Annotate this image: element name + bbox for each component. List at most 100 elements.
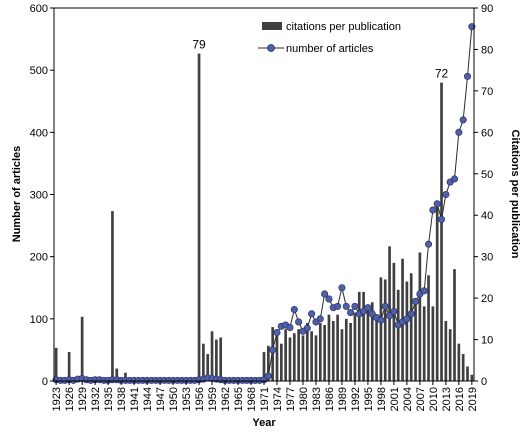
point-articles — [269, 346, 277, 354]
bar-citations — [470, 374, 474, 381]
point-articles — [429, 206, 437, 214]
y-left-tick-label: 0 — [42, 376, 48, 388]
bar-citations — [427, 275, 430, 381]
y-left-tick-label: 600 — [30, 3, 48, 15]
point-articles — [325, 295, 333, 303]
bar-citations — [440, 82, 443, 381]
x-tick-label: 1986 — [324, 387, 336, 411]
bar-citations — [279, 343, 283, 381]
bar-citations — [111, 211, 114, 381]
point-articles — [321, 290, 329, 298]
point-articles — [407, 310, 415, 318]
point-articles — [386, 312, 394, 320]
point-articles — [463, 72, 472, 80]
bar-citations — [344, 318, 348, 381]
bar-citations — [366, 310, 370, 381]
bar-citations — [301, 335, 305, 381]
bar-citations — [370, 302, 374, 381]
x-tick-label: 2013 — [441, 387, 453, 411]
y-left-tick-label: 100 — [30, 314, 48, 326]
bar-citations — [375, 318, 378, 381]
bar-citations — [418, 252, 422, 381]
bar-citations — [340, 329, 344, 381]
bar-citations — [262, 351, 266, 381]
right-axis: 0 10 20 30 40 50 60 70 80 90 — [474, 3, 493, 388]
x-tick-label: 1947 — [155, 387, 167, 411]
y-right-tick-label: 80 — [481, 44, 493, 56]
bar-citations — [362, 291, 365, 381]
point-articles — [364, 304, 372, 312]
x-axis-title: Year — [252, 417, 276, 429]
bar-citations — [409, 273, 413, 381]
bar-citations — [422, 306, 426, 381]
series-line-articles — [56, 26, 473, 381]
bar-citations — [331, 320, 335, 381]
bar-citations — [292, 333, 296, 381]
y-left-tick-label: 200 — [30, 252, 48, 264]
x-tick-label: 1935 — [103, 387, 115, 411]
x-axis: 1923 1926 1929 1932 1935 1938 1941 1944 1947 1950… — [51, 381, 479, 411]
x-tick-label: 1983 — [311, 387, 323, 411]
y-right-tick-label: 70 — [481, 86, 493, 98]
bar-citations — [318, 322, 322, 381]
annotations-layer: 79 72 — [192, 38, 448, 81]
point-articles — [381, 302, 389, 310]
bar-citations — [297, 329, 300, 381]
point-articles — [303, 324, 311, 332]
bar-citations — [210, 331, 214, 381]
bar-citations — [314, 335, 318, 381]
bar-citations — [448, 329, 452, 381]
x-tick-label: 1926 — [64, 387, 76, 411]
bar-citations — [323, 325, 326, 381]
bar-citations — [115, 368, 119, 381]
bar-citations — [219, 337, 223, 381]
y-right-tick-label: 90 — [481, 3, 493, 15]
x-tick-label: 1977 — [285, 387, 297, 411]
y-left-tick-label: 300 — [30, 190, 48, 202]
point-articles — [433, 200, 441, 208]
bar-value-annotation: 72 — [435, 67, 449, 81]
point-articles — [264, 372, 272, 380]
point-articles — [347, 309, 355, 317]
point-articles — [459, 116, 467, 124]
legend-bar-swatch — [262, 22, 282, 30]
point-articles — [424, 240, 433, 248]
point-articles — [468, 23, 476, 31]
bar-citations — [197, 53, 201, 382]
bar-citations — [327, 314, 331, 381]
bar-citations — [54, 347, 58, 381]
bar-citations — [349, 322, 352, 381]
point-articles — [338, 284, 346, 292]
point-articles — [442, 190, 450, 199]
x-tick-label: 1992 — [350, 387, 362, 411]
bar-citations — [288, 337, 292, 381]
bar-citations — [266, 345, 270, 381]
bar-citations — [392, 262, 396, 381]
bar-citations — [215, 339, 218, 381]
bar-citations — [80, 316, 84, 381]
point-articles — [437, 215, 446, 223]
point-articles — [290, 305, 298, 314]
x-tick-label: 2019 — [467, 387, 479, 411]
x-tick-label: 1953 — [181, 387, 193, 411]
y-right-tick-label: 10 — [481, 335, 493, 347]
x-tick-label: 1950 — [168, 387, 180, 411]
x-tick-label: 1965 — [233, 387, 245, 411]
point-articles — [286, 323, 294, 332]
x-tick-label: 1929 — [77, 387, 89, 411]
x-tick-label: 1974 — [272, 387, 284, 411]
point-articles — [450, 175, 459, 183]
bar-citations — [305, 322, 309, 381]
x-tick-label: 2010 — [428, 387, 440, 411]
bar-citations — [414, 298, 417, 381]
point-articles — [351, 302, 359, 310]
point-articles — [308, 310, 316, 318]
bar-citations — [457, 343, 461, 381]
bar-citations — [396, 289, 400, 381]
x-tick-label: 1980 — [298, 387, 310, 411]
point-articles — [316, 315, 324, 323]
bar-citations — [357, 291, 361, 381]
y-left-tick-label: 400 — [30, 127, 48, 139]
x-tick-label: 1932 — [90, 387, 102, 411]
legend-line-marker — [267, 44, 275, 52]
